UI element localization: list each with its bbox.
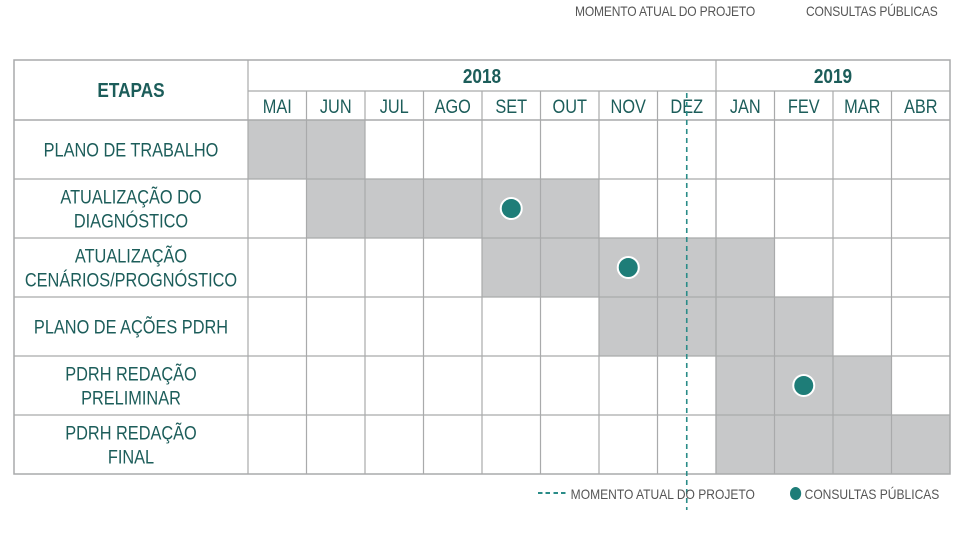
stage-bar-cell — [306, 179, 365, 238]
dot-icon — [790, 486, 802, 500]
dashed-line-icon — [538, 492, 566, 495]
month-label: NOV — [611, 96, 647, 117]
month-label: MAR — [844, 96, 880, 117]
legend-public-consultations: CONSULTAS PÚBLICAS — [790, 486, 939, 506]
month-label: OUT — [553, 96, 588, 117]
stage-bar-cell — [540, 179, 599, 238]
consultation-dot — [499, 197, 523, 220]
stage-bar-cell — [482, 238, 541, 297]
stage-bar-cell — [306, 120, 365, 179]
month-label: AGO — [435, 96, 471, 117]
month-label: ABR — [904, 96, 938, 117]
legend-current-moment-label: MOMENTO ATUAL DO PROJETO — [570, 486, 755, 502]
stage-bar-cell — [599, 297, 658, 356]
month-label: SET — [495, 96, 527, 117]
stage-label: ATUALIZAÇÃO — [75, 244, 187, 267]
stage-bar-cell — [716, 356, 775, 415]
stage-bar-cell — [891, 415, 950, 474]
stages-header: ETAPAS — [97, 79, 164, 102]
stage-bar-cell — [365, 179, 424, 238]
stage-bar-cell — [774, 297, 833, 356]
stage-label: DIAGNÓSTICO — [74, 209, 188, 232]
stage-label: CENÁRIOS/PROGNÓSTICO — [25, 268, 237, 291]
legend-public-consultations-label: CONSULTAS PÚBLICAS — [804, 486, 940, 502]
stage-label: PLANO DE TRABALHO — [44, 139, 219, 160]
stage-bar-cell — [716, 238, 775, 297]
month-label: JUL — [380, 96, 409, 117]
stage-bar-cell — [833, 415, 892, 474]
stage-label: PRELIMINAR — [81, 387, 181, 408]
stage-label: PLANO DE AÇÕES PDRH — [34, 315, 228, 338]
stage-bar-cell — [248, 120, 307, 179]
stage-bar-cell — [774, 415, 833, 474]
year-label: 2019 — [814, 65, 852, 88]
legend-current-moment: MOMENTO ATUAL DO PROJETO — [538, 486, 755, 506]
month-label: FEV — [788, 96, 820, 117]
stage-bar-cell — [833, 356, 892, 415]
stage-label: PDRH REDAÇÃO — [65, 362, 197, 385]
stage-label: FINAL — [108, 446, 154, 467]
top-legend-current-moment: MOMENTO ATUAL DO PROJETO — [575, 3, 756, 19]
month-label: JUN — [320, 96, 352, 117]
stage-bar-cell — [716, 297, 775, 356]
stage-bar-cell — [540, 238, 599, 297]
consultation-dot — [792, 374, 816, 397]
stage-label: PDRH REDAÇÃO — [65, 421, 197, 444]
stage-label: ATUALIZAÇÃO DO — [60, 185, 201, 208]
year-label: 2018 — [463, 65, 501, 88]
month-label: MAI — [263, 96, 292, 117]
top-legend-public-consultations: CONSULTAS PÚBLICAS — [806, 3, 938, 19]
consultation-dot — [616, 256, 640, 279]
month-label: JAN — [730, 96, 761, 117]
stage-bar-cell — [716, 415, 775, 474]
stage-bar-cell — [423, 179, 482, 238]
